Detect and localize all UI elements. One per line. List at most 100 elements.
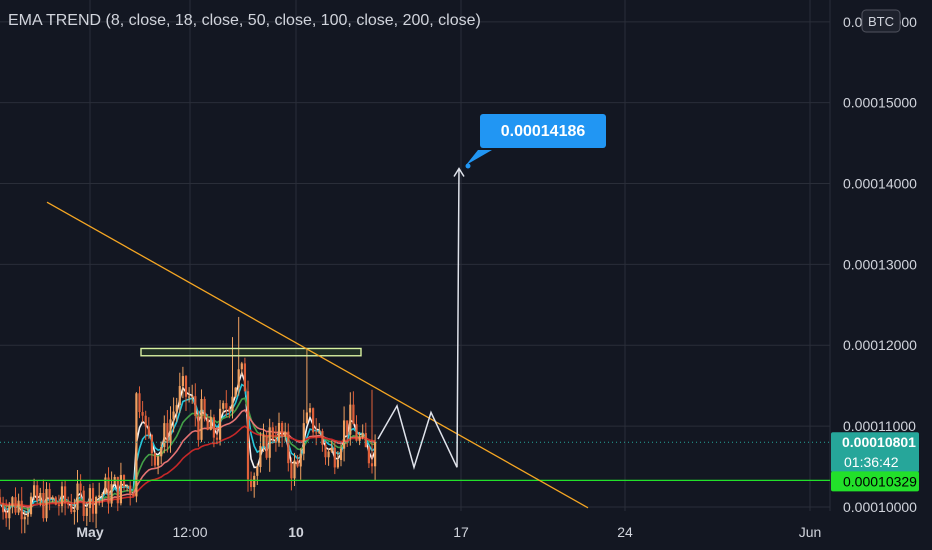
candle-body [231, 396, 234, 412]
price-axis[interactable]: 0.000160000.000150000.000140000.00013000… [831, 9, 919, 515]
candle-body [98, 495, 101, 497]
candle-body [17, 500, 20, 513]
candle-body [374, 442, 377, 467]
candle-body [126, 485, 129, 487]
candle-body [281, 422, 284, 437]
candle-body [253, 475, 256, 488]
candle-body [2, 503, 5, 513]
candle-body [172, 411, 175, 420]
projection-arrowhead [453, 167, 465, 177]
candle-body [107, 477, 110, 504]
candle-body [116, 476, 119, 504]
candle-body [370, 463, 374, 467]
candle-body [197, 415, 200, 440]
candle-body [250, 479, 253, 488]
time-tick-label: Jun [799, 524, 822, 540]
currency-badge[interactable]: BTC [861, 9, 901, 33]
candle-body [160, 447, 163, 457]
candle-body [361, 433, 364, 438]
target-price-label: 0.00014186 [501, 123, 586, 140]
candle-body [194, 396, 197, 416]
candle-body [20, 500, 23, 520]
candle-body [14, 497, 17, 513]
candle-body [237, 369, 240, 388]
candle-body [296, 460, 299, 467]
candle-body [33, 485, 36, 497]
candle-body [339, 448, 343, 461]
candle-body [367, 447, 370, 464]
time-axis[interactable]: May 12:00 10 17 24 Jun [76, 524, 821, 540]
candle-body [157, 456, 160, 466]
candle-body [153, 453, 157, 466]
target-callout[interactable]: 0.00014186 [465, 114, 607, 169]
candle-body [181, 376, 184, 387]
downtrend-line[interactable] [46, 201, 589, 509]
candle-body [67, 503, 70, 505]
candle-body [26, 514, 29, 517]
time-tick-label: 10 [288, 524, 304, 540]
candle-body [262, 435, 265, 446]
candle-body [45, 488, 48, 519]
candle-body [191, 396, 194, 398]
candle-body [85, 508, 88, 516]
resistance-zone[interactable] [140, 347, 362, 357]
currency-badge-bg [861, 9, 901, 33]
candle-body [119, 475, 122, 504]
candle-body [321, 431, 324, 445]
callout-pointer [466, 150, 492, 165]
callout-box [480, 114, 606, 148]
candle-body [60, 486, 64, 507]
candle-body [82, 490, 85, 516]
candle-body [343, 420, 346, 449]
time-tick-label: 24 [617, 524, 633, 540]
candle-body [42, 492, 45, 519]
candle-body [29, 496, 33, 515]
currency-badge-label: BTC [868, 14, 894, 29]
indicator-legend[interactable]: EMA TREND (8, close, 18, close, 50, clos… [8, 12, 481, 30]
candle-body [333, 447, 336, 468]
candle-body [11, 497, 14, 507]
candle-body [324, 444, 327, 458]
candle-body [228, 408, 231, 412]
candle-body [327, 451, 330, 458]
candle-body [135, 393, 138, 497]
drawings: 0.00014186 [0, 114, 830, 509]
candle-body [141, 412, 144, 416]
candle-body [234, 387, 237, 397]
candle-body [5, 512, 8, 519]
candle-body [302, 423, 305, 454]
candle-body [76, 483, 79, 510]
candle-body [64, 486, 67, 504]
projection-path[interactable] [377, 168, 460, 470]
candle-body [277, 422, 281, 443]
support-price-badge[interactable]: 0.00010329 [831, 471, 919, 492]
grid-lines [0, 0, 831, 511]
support-price-badge-bg [831, 471, 919, 492]
candle-body [144, 415, 147, 427]
candle-body [308, 408, 312, 413]
current-price-badge-bg [831, 432, 919, 473]
candle-body [212, 417, 215, 438]
price-tick-label: 0.00014000 [843, 176, 917, 192]
candle-body [163, 423, 166, 448]
candle-body [358, 437, 361, 441]
candle-body [129, 485, 132, 495]
candle-body [8, 506, 11, 519]
countdown-timer: 01:36:42 [844, 454, 899, 470]
candle-body [54, 497, 57, 505]
current-price-badge[interactable]: 0.00010801 01:36:42 [831, 432, 919, 473]
price-tick-label: 0.00011000 [843, 418, 916, 434]
price-tick-label: 0.00012000 [843, 337, 917, 353]
candle-body [51, 497, 54, 500]
candle-body [222, 403, 225, 409]
candle-body [225, 403, 228, 409]
candle-body [101, 493, 104, 496]
price-tick-label: 0.00015000 [843, 95, 917, 111]
candle-body [315, 432, 318, 434]
candle-body [293, 460, 296, 479]
candle-body [352, 404, 355, 425]
candle-body [23, 516, 26, 520]
candle-body [188, 396, 191, 398]
candle-body [150, 434, 153, 454]
